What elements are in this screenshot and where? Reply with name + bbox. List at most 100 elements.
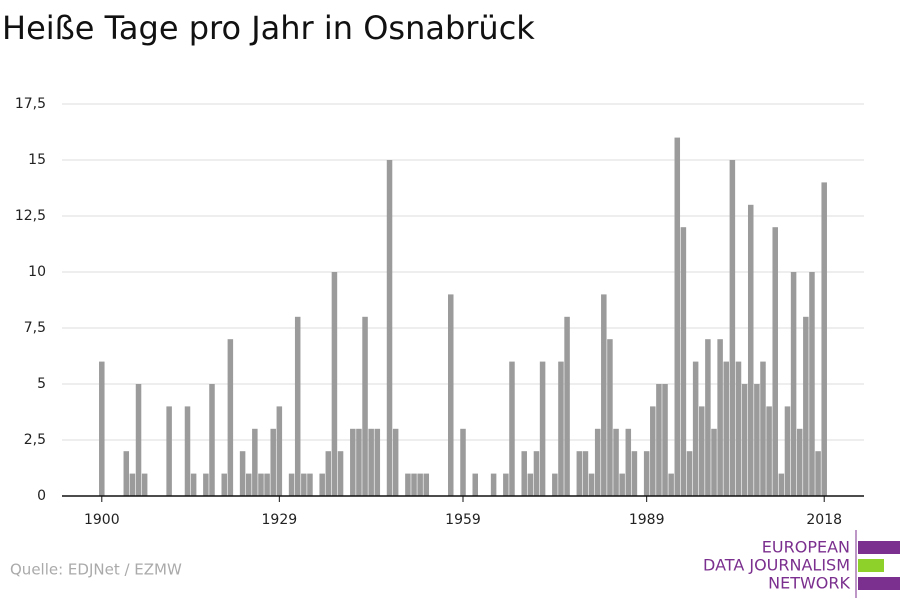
bar — [368, 428, 374, 496]
bar — [613, 428, 619, 496]
bar — [307, 473, 313, 496]
bar — [674, 137, 681, 496]
bar — [601, 294, 607, 496]
bar — [741, 384, 748, 496]
bar — [594, 428, 601, 496]
bar — [631, 451, 638, 496]
bar — [564, 316, 570, 496]
bar — [552, 473, 558, 496]
bar — [301, 473, 307, 496]
bar — [582, 451, 589, 496]
y-tick-label: 2,5 — [24, 432, 46, 448]
bar — [221, 473, 227, 496]
bar — [619, 473, 625, 496]
source: Quelle: EDJNet / EZMW — [10, 561, 182, 579]
bar — [99, 361, 105, 496]
bar — [643, 451, 650, 496]
bar — [705, 339, 711, 496]
bar — [821, 182, 827, 496]
bar — [405, 473, 411, 496]
bar — [190, 473, 197, 496]
bar — [668, 473, 674, 496]
bar — [337, 451, 344, 496]
bar — [521, 451, 527, 496]
bar — [386, 160, 393, 496]
y-tick-label: 15 — [28, 152, 46, 168]
bar — [319, 473, 325, 496]
y-tick-label: 17,5 — [15, 96, 46, 112]
bar — [509, 361, 515, 496]
bar — [729, 160, 736, 496]
bar — [699, 406, 705, 496]
x-tick-label: 1900 — [84, 512, 120, 528]
y-tick-label: 0 — [37, 488, 46, 504]
bar — [747, 204, 754, 497]
y-tick-label: 5 — [37, 376, 46, 392]
bar — [588, 473, 595, 496]
bar — [258, 473, 264, 496]
logo-text: EUROPEAN — [762, 538, 850, 557]
bar — [203, 473, 209, 496]
bar — [135, 384, 142, 496]
bar — [503, 473, 509, 496]
bar — [784, 406, 791, 496]
bar — [490, 473, 497, 496]
chart-title: Heiße Tage pro Jahr in Osnabrück — [2, 9, 535, 47]
bar — [166, 406, 172, 496]
bar — [252, 428, 258, 496]
bar — [790, 272, 797, 496]
bar — [760, 361, 766, 496]
bar — [141, 473, 148, 496]
bar — [576, 451, 583, 496]
bar — [264, 473, 270, 496]
bar — [662, 384, 668, 496]
bar — [417, 473, 423, 496]
bar — [356, 428, 362, 496]
y-tick-label: 7,5 — [24, 320, 46, 336]
bar — [209, 384, 215, 496]
bar — [625, 428, 632, 496]
bar — [374, 428, 381, 496]
bar — [766, 406, 772, 496]
bar — [527, 473, 534, 496]
bar — [778, 473, 785, 496]
bar — [276, 406, 283, 496]
bar — [539, 361, 546, 496]
logo-text: DATA JOURNALISM — [703, 556, 850, 575]
bar — [815, 451, 821, 496]
bar — [472, 473, 478, 496]
bar — [711, 428, 717, 496]
bar — [392, 428, 399, 496]
x-tick-label: 1989 — [629, 512, 665, 528]
bar — [288, 473, 295, 496]
bar — [558, 361, 564, 496]
bar — [656, 384, 662, 496]
bar — [650, 406, 656, 496]
bar — [680, 227, 687, 496]
bar — [607, 339, 613, 496]
bar — [686, 451, 693, 496]
bar — [270, 428, 276, 496]
bar — [717, 339, 723, 496]
bar — [294, 316, 301, 496]
bar — [184, 406, 191, 496]
bar — [423, 473, 430, 496]
bar — [735, 361, 742, 496]
logo-text: NETWORK — [768, 574, 850, 593]
bar — [325, 451, 332, 496]
logo: EUROPEAN DATA JOURNALISM NETWORK — [703, 530, 900, 598]
bar — [350, 428, 356, 496]
x-tick-label: 1929 — [262, 512, 298, 528]
bar — [723, 361, 730, 496]
bar — [692, 361, 699, 496]
bar — [362, 316, 368, 496]
bar — [123, 451, 130, 496]
y-tick-label: 12,5 — [15, 208, 46, 224]
bar — [411, 473, 417, 496]
bar — [809, 272, 815, 496]
y-tick-label: 10 — [28, 264, 46, 280]
logo-bar — [858, 577, 900, 590]
bar — [129, 473, 136, 496]
bar — [754, 384, 760, 496]
